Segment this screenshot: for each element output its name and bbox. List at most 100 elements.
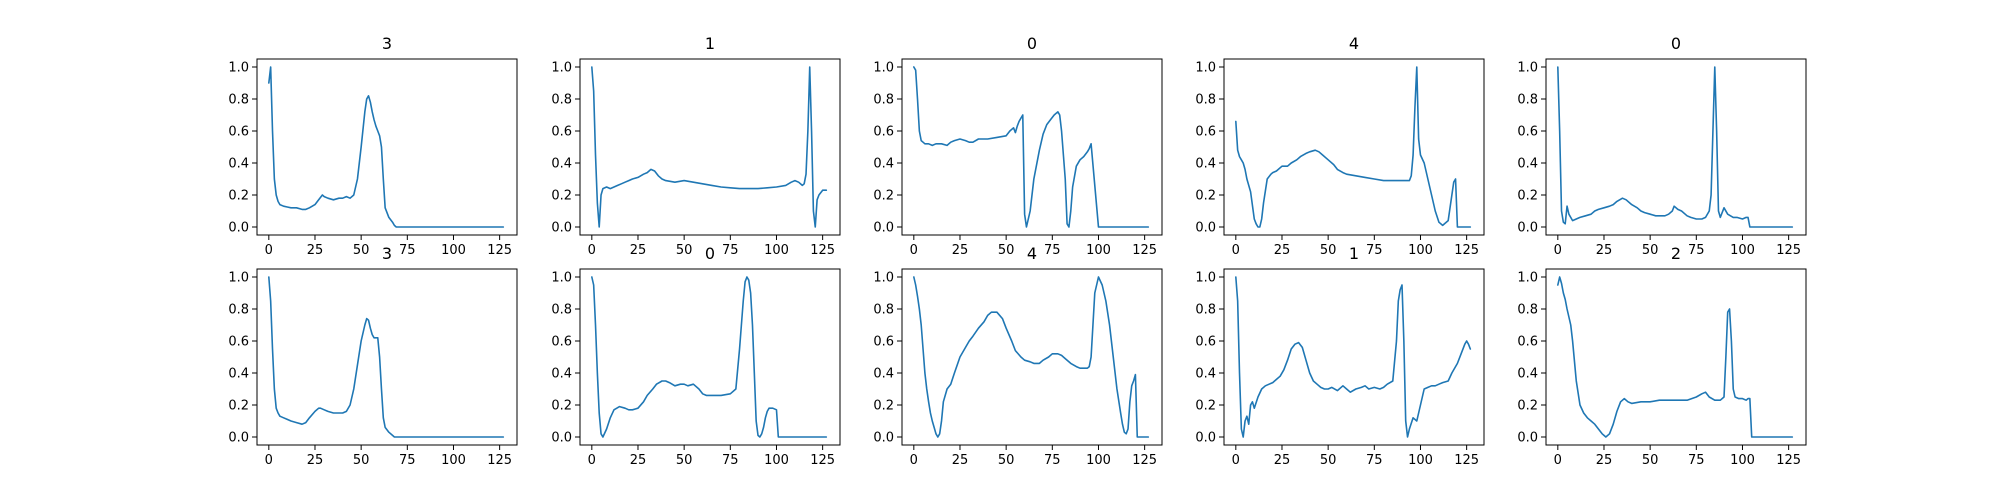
y-tick-label: 0.2 (551, 399, 572, 414)
x-tick-label: 0 (1232, 453, 1240, 468)
x-tick-label: 100 (1086, 453, 1111, 468)
y-tick-label: 0.8 (228, 93, 249, 108)
axes-frame (901, 58, 1163, 236)
subplot-6: 3 0 25 50 75 100 125 0.0 0.2 0.4 0.6 0.8 1.0 (228, 244, 518, 468)
x-tick-label: 50 (676, 453, 693, 468)
y-tick-label: 0.2 (1517, 399, 1538, 414)
subplot-title: 4 (1349, 34, 1359, 53)
y-tick-label: 1.0 (1195, 61, 1216, 76)
x-tick-label: 0 (1554, 453, 1562, 468)
y-tick-label: 0.6 (1517, 125, 1538, 140)
y-tick-label: 0.6 (873, 335, 894, 350)
x-tick-label: 0 (1232, 243, 1240, 258)
x-tick-label: 100 (764, 243, 789, 258)
y-tick-label: 0.0 (1195, 221, 1216, 236)
x-tick-label: 75 (1044, 453, 1061, 468)
x-tick-label: 50 (1320, 243, 1337, 258)
y-tick-label: 0.8 (1517, 93, 1538, 108)
subplot-title: 4 (1027, 244, 1037, 263)
subplot-8: 4 0 25 50 75 100 125 0.0 0.2 0.4 0.6 0.8 1.0 (873, 244, 1163, 468)
series-line (1235, 276, 1472, 438)
y-tick-label: 0.4 (228, 367, 249, 382)
y-tick-label: 0.0 (873, 431, 894, 446)
axes-frame (256, 268, 518, 446)
y-tick-label: 0.4 (551, 157, 572, 172)
x-tick-label: 25 (1274, 453, 1291, 468)
y-tick-label: 0.6 (551, 335, 572, 350)
series-line (1557, 66, 1794, 228)
x-tick-label: 25 (307, 243, 324, 258)
x-tick-label: 0 (910, 453, 918, 468)
series-line (268, 276, 505, 438)
y-tick-label: 0.0 (228, 221, 249, 236)
axes-frame (579, 268, 841, 446)
y-tick-label: 1.0 (873, 271, 894, 286)
x-tick-label: 100 (441, 453, 466, 468)
axes-frame (579, 58, 841, 236)
subplot-1: 3 0 25 50 75 100 125 0.0 0.2 0.4 0.6 0.8 1.0 (228, 34, 518, 258)
subplot-title: 0 (1671, 34, 1681, 53)
x-tick-label: 75 (399, 453, 416, 468)
x-tick-label: 100 (1408, 453, 1433, 468)
x-tick-label: 0 (588, 243, 596, 258)
y-tick-label: 1.0 (1195, 271, 1216, 286)
x-tick-label: 25 (307, 453, 324, 468)
x-tick-label: 75 (722, 453, 739, 468)
y-tick-label: 0.2 (1517, 189, 1538, 204)
x-tick-label: 100 (1730, 243, 1755, 258)
y-tick-label: 0.6 (551, 125, 572, 140)
x-tick-label: 50 (998, 453, 1015, 468)
y-tick-label: 0.4 (551, 367, 572, 382)
y-tick-label: 1.0 (873, 61, 894, 76)
y-tick-label: 0.8 (873, 303, 894, 318)
x-tick-label: 50 (1642, 453, 1659, 468)
y-tick-label: 0.8 (1517, 303, 1538, 318)
x-tick-label: 75 (1366, 243, 1383, 258)
x-tick-label: 50 (676, 243, 693, 258)
y-tick-label: 0.8 (873, 93, 894, 108)
x-tick-label: 125 (810, 453, 835, 468)
axes-frame (1223, 58, 1485, 236)
y-tick-label: 0.2 (873, 399, 894, 414)
y-tick-label: 1.0 (551, 61, 572, 76)
y-tick-label: 1.0 (228, 61, 249, 76)
series-line (913, 276, 1150, 438)
y-tick-label: 0.0 (551, 431, 572, 446)
series-line (913, 66, 1150, 228)
subplot-7: 0 0 25 50 75 100 125 0.0 0.2 0.4 0.6 0.8 1.0 (551, 244, 841, 468)
y-tick-label: 0.6 (873, 125, 894, 140)
x-tick-label: 100 (1408, 243, 1433, 258)
x-tick-label: 50 (353, 453, 370, 468)
y-tick-label: 1.0 (1517, 271, 1538, 286)
y-tick-label: 0.2 (551, 189, 572, 204)
x-tick-label: 25 (630, 453, 647, 468)
subplot-title: 2 (1671, 244, 1681, 263)
y-tick-label: 0.0 (228, 431, 249, 446)
x-tick-label: 125 (1132, 453, 1157, 468)
x-tick-label: 25 (1274, 243, 1291, 258)
x-tick-label: 25 (1596, 453, 1613, 468)
x-tick-label: 125 (1132, 243, 1157, 258)
x-tick-label: 100 (441, 243, 466, 258)
y-tick-label: 0.8 (551, 93, 572, 108)
x-tick-label: 0 (265, 243, 273, 258)
y-tick-label: 0.6 (1195, 125, 1216, 140)
x-tick-label: 100 (1730, 453, 1755, 468)
x-tick-label: 50 (1320, 453, 1337, 468)
subplot-5: 0 0 25 50 75 100 125 0.0 0.2 0.4 0.6 0.8 1.0 (1517, 34, 1807, 258)
y-tick-label: 0.0 (1517, 221, 1538, 236)
x-tick-label: 75 (1688, 243, 1705, 258)
series-line (268, 66, 505, 228)
subplot-title: 1 (705, 34, 715, 53)
y-tick-label: 0.4 (873, 367, 894, 382)
x-tick-label: 0 (588, 453, 596, 468)
y-tick-label: 0.0 (551, 221, 572, 236)
x-tick-label: 100 (764, 453, 789, 468)
subplot-2: 1 0 25 50 75 100 125 0.0 0.2 0.4 0.6 0.8 1.0 (551, 34, 841, 258)
subplot-10: 2 0 25 50 75 100 125 0.0 0.2 0.4 0.6 0.8 1.0 (1517, 244, 1807, 468)
x-tick-label: 25 (1596, 243, 1613, 258)
x-tick-label: 50 (998, 243, 1015, 258)
x-tick-label: 50 (1642, 243, 1659, 258)
x-tick-label: 50 (353, 243, 370, 258)
subplot-3: 0 0 25 50 75 100 125 0.0 0.2 0.4 0.6 0.8 1.0 (873, 34, 1163, 258)
